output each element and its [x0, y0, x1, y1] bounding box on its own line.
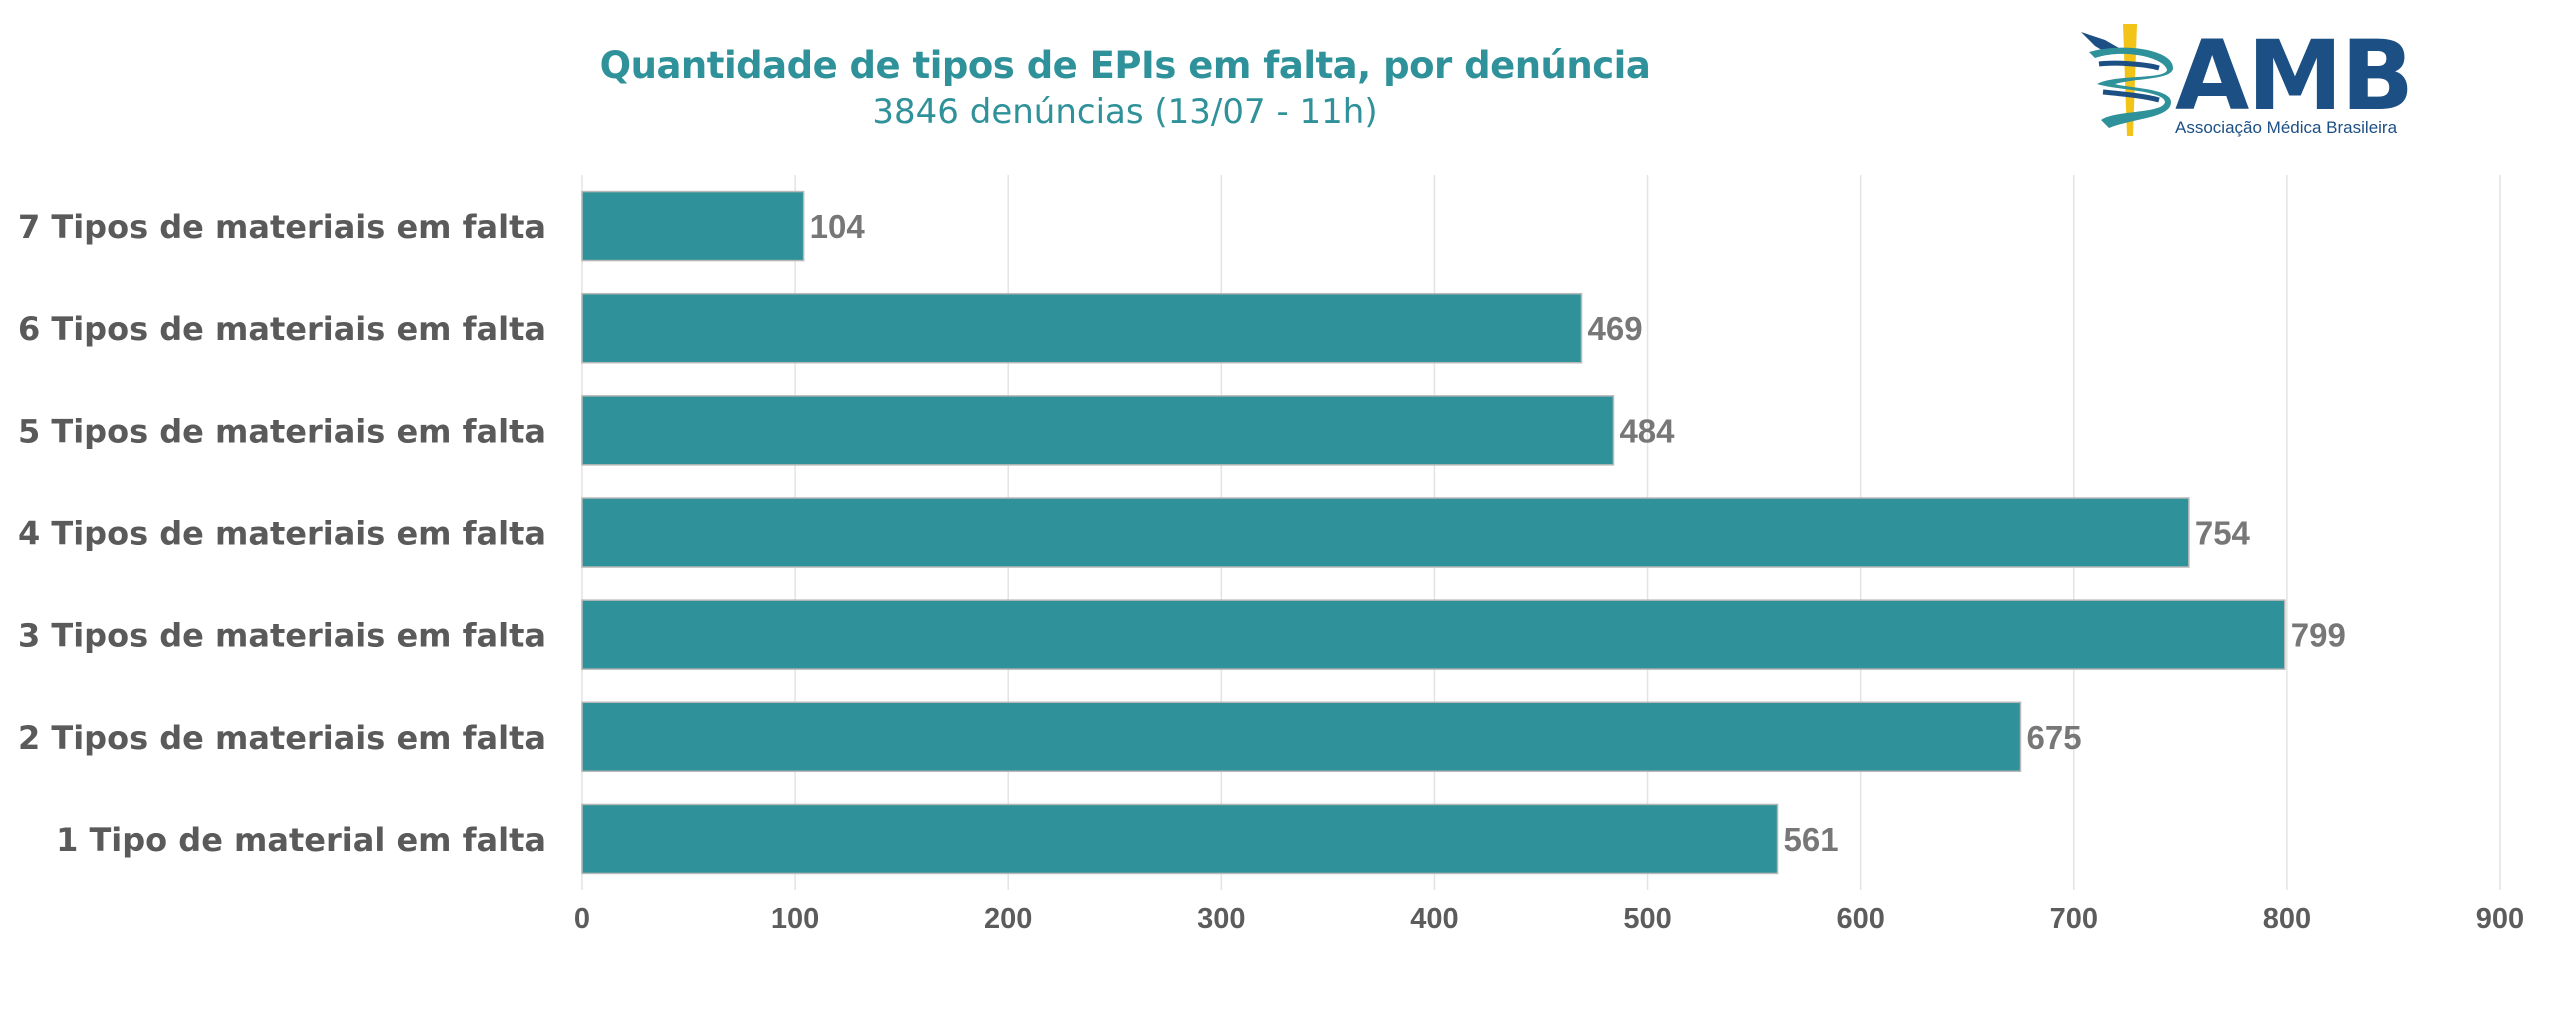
amb-logo: AMB Associação Médica Brasileira — [2075, 18, 2415, 148]
bar — [581, 497, 2190, 568]
bar — [581, 701, 2022, 773]
category-label: 2 Tipos de materiais em falta — [18, 719, 546, 757]
bar — [581, 395, 1615, 466]
bar — [581, 292, 1583, 364]
x-tick-label: 600 — [1836, 903, 1884, 935]
x-tick-label: 700 — [2050, 903, 2098, 935]
logo-text: AMB — [2175, 20, 2414, 132]
data-label: 754 — [2195, 515, 2251, 552]
category-label: 1 Tipo de material em falta — [56, 821, 546, 859]
x-tick-label: 800 — [2263, 903, 2311, 935]
category-label: 7 Tipos de materiais em falta — [18, 208, 546, 246]
chart-title: Quantidade de tipos de EPIs em falta, po… — [599, 44, 1651, 87]
x-tick-label: 0 — [574, 903, 590, 935]
x-tick-label: 300 — [1197, 903, 1245, 935]
bar — [581, 803, 1779, 875]
x-tick-label: 500 — [1623, 903, 1671, 935]
bar — [581, 190, 805, 262]
data-label: 561 — [1784, 821, 1839, 858]
category-label: 4 Tipos de materiais em falta — [18, 515, 546, 553]
data-label: 469 — [1587, 310, 1642, 347]
category-label: 6 Tipos de materiais em falta — [18, 310, 546, 348]
caduceus-icon — [2081, 24, 2173, 136]
x-tick-label: 900 — [2476, 903, 2524, 935]
data-label: 799 — [2291, 617, 2346, 654]
chart-subtitle: 3846 denúncias (13/07 - 11h) — [872, 92, 1378, 132]
category-label: 3 Tipos de materiais em falta — [18, 617, 546, 655]
data-label: 104 — [810, 208, 866, 245]
logo-subtitle: Associação Médica Brasileira — [2175, 118, 2398, 137]
category-label: 5 Tipos de materiais em falta — [18, 412, 546, 450]
x-tick-label: 400 — [1410, 903, 1458, 935]
data-label: 484 — [1619, 412, 1675, 449]
data-label: 675 — [2027, 719, 2082, 756]
x-tick-label: 100 — [771, 903, 819, 935]
bar — [581, 599, 2286, 670]
x-tick-label: 200 — [984, 903, 1032, 935]
